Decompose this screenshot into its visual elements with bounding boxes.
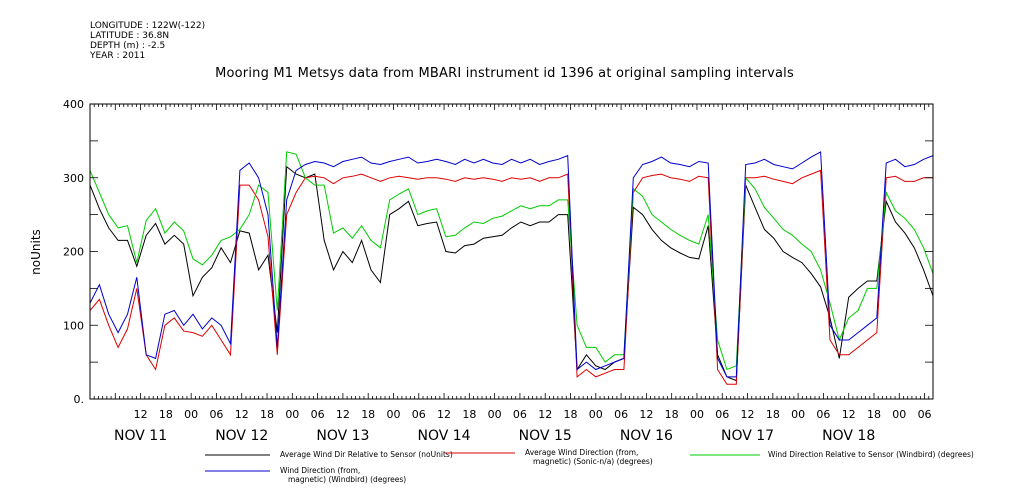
tick-layer — [89, 103, 934, 400]
y-tick-label: 200 — [63, 246, 84, 259]
metadata-block: LONGITUDE : 122W(-122) LATITUDE : 36.8N … — [90, 21, 205, 61]
series-layer — [89, 151, 934, 385]
x-hour-label: 06 — [614, 408, 628, 421]
x-hour-label: 06 — [918, 408, 932, 421]
x-day-label: NOV 15 — [519, 428, 572, 444]
x-hour-label: 12 — [842, 408, 856, 421]
x-hour-label: 12 — [741, 408, 755, 421]
x-hour-label: 06 — [816, 408, 830, 421]
chart-title: Mooring M1 Metsys data from MBARI instru… — [215, 66, 794, 81]
x-hour-label: 00 — [488, 408, 502, 421]
x-day-label: NOV 11 — [114, 428, 167, 444]
series-line-3 — [89, 151, 934, 371]
plot-frame — [89, 103, 934, 400]
y-tick-label: 400 — [63, 98, 84, 111]
x-hour-label: 00 — [791, 408, 805, 421]
x-hour-label: 06 — [412, 408, 426, 421]
x-hour-label: 18 — [867, 408, 881, 421]
meta-depth: DEPTH (m) : -2.5 — [90, 41, 166, 51]
meta-year: YEAR : 2011 — [90, 51, 146, 61]
legend-label-2: Average Wind Direction (from, — [525, 448, 638, 457]
x-hour-label: 06 — [513, 408, 527, 421]
legend-label-1: Average Wind Dir Relative to Sensor (noU… — [280, 450, 453, 459]
x-day-label: NOV 17 — [721, 428, 774, 444]
x-hour-label: 18 — [665, 408, 679, 421]
y-tick-label: 100 — [63, 319, 84, 332]
series-line-2 — [89, 169, 933, 385]
x-day-label: NOV 16 — [620, 428, 673, 444]
label-layer: 400 300 200 100 0. 12 18 00 06 12 18 00 06 12 18 00 06 12… — [63, 98, 932, 444]
x-hour-label: 06 — [715, 408, 729, 421]
legend-label-4: Wind Direction (from, — [280, 466, 360, 475]
x-hour-label: 12 — [538, 408, 552, 421]
y-axis-label: noUnits — [29, 229, 43, 275]
legend-label-2: magnetic) (Sonic-n/a) (degrees) — [533, 457, 653, 466]
x-hour-label: 18 — [766, 408, 780, 421]
x-hour-label: 00 — [285, 408, 299, 421]
x-hour-label: 06 — [311, 408, 325, 421]
legend-label-3: Wind Direction Relative to Sensor (Windb… — [768, 450, 974, 459]
x-hour-label: 12 — [437, 408, 451, 421]
series-line-4 — [89, 151, 934, 378]
series-line-1 — [89, 165, 934, 382]
x-hour-label: 18 — [564, 408, 578, 421]
x-hour-label: 00 — [184, 408, 198, 421]
y-tick-label: 300 — [63, 172, 84, 185]
x-hour-label: 18 — [159, 408, 173, 421]
x-hour-label: 12 — [134, 408, 148, 421]
x-day-label: NOV 18 — [822, 428, 875, 444]
x-hour-label: 00 — [690, 408, 704, 421]
y-tick-label: 0. — [74, 393, 85, 406]
x-hour-label: 18 — [361, 408, 375, 421]
meta-longitude: LONGITUDE : 122W(-122) — [90, 21, 206, 31]
x-hour-label: 18 — [462, 408, 476, 421]
meta-latitude: LATITUDE : 36.8N — [90, 31, 170, 41]
x-hour-label: 00 — [589, 408, 603, 421]
x-hour-label: 00 — [892, 408, 906, 421]
x-hour-label: 06 — [209, 408, 223, 421]
x-day-label: NOV 13 — [316, 428, 369, 444]
x-hour-label: 18 — [260, 408, 274, 421]
x-day-label: NOV 12 — [215, 428, 268, 444]
legend-label-4: magnetic) (Windbird) (degrees) — [288, 475, 406, 484]
x-hour-label: 12 — [336, 408, 350, 421]
x-hour-label: 00 — [386, 408, 400, 421]
legend: Average Wind Dir Relative to Sensor (noU… — [205, 448, 974, 484]
x-hour-label: 12 — [639, 408, 653, 421]
x-day-label: NOV 14 — [418, 428, 471, 444]
x-hour-label: 12 — [235, 408, 249, 421]
